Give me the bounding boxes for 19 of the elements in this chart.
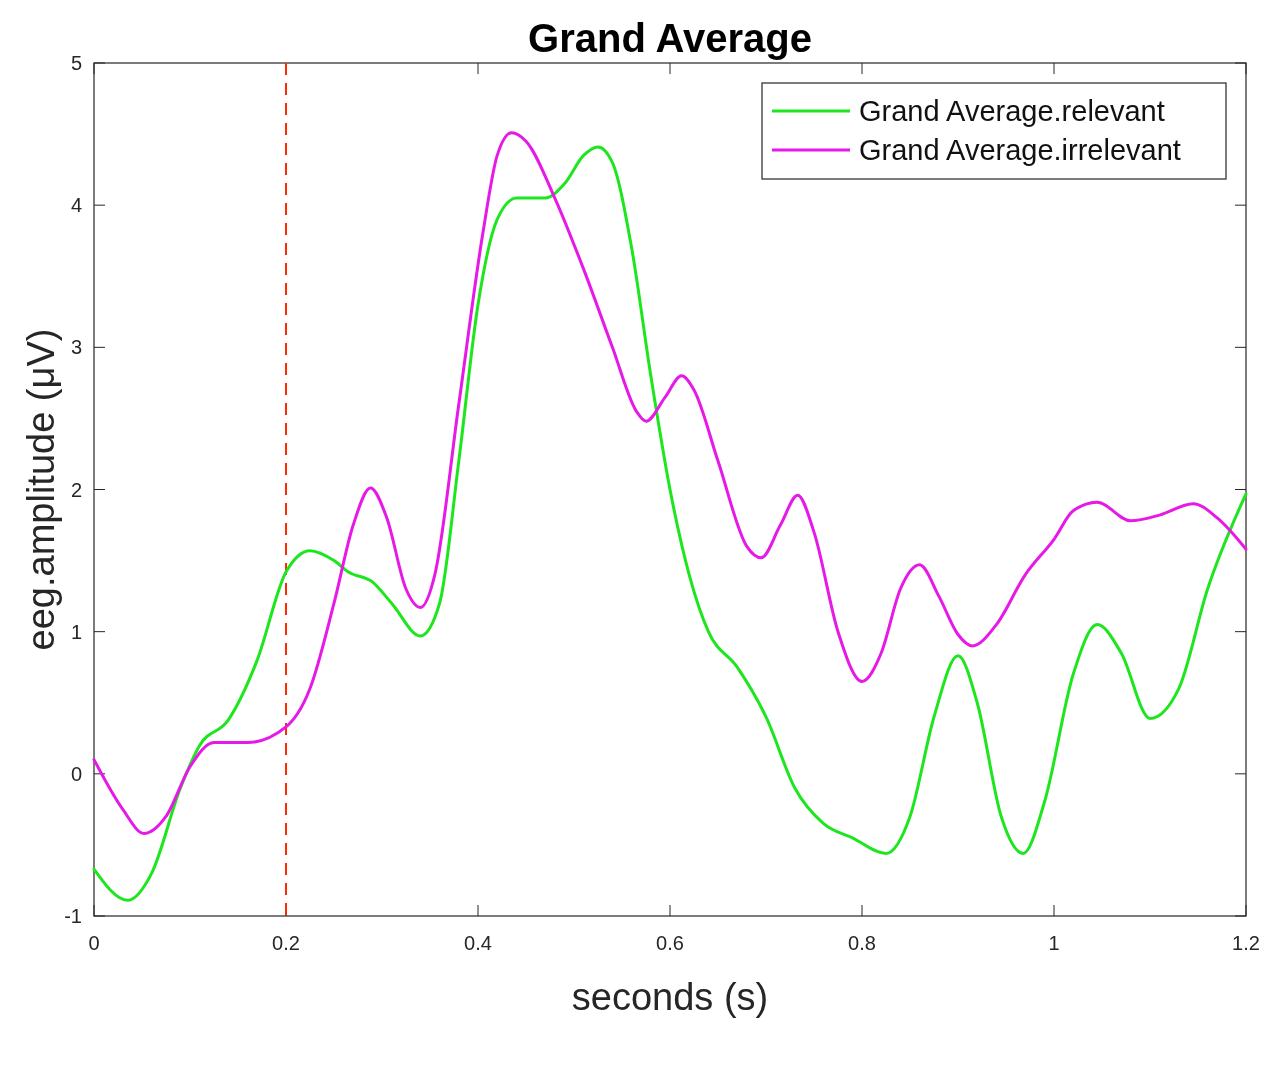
y-tick-label: 2 <box>70 478 82 501</box>
legend-label: Grand Average.irrelevant <box>859 134 1181 166</box>
legend-label: Grand Average.relevant <box>859 95 1165 127</box>
x-tick-label: 0.2 <box>272 932 300 954</box>
y-tick-label: 4 <box>70 194 82 217</box>
y-tick-label: 0 <box>70 762 82 785</box>
x-tick-label: 1 <box>1048 932 1060 954</box>
x-tick-label: 0.6 <box>656 932 684 954</box>
x-tick-label: 1.2 <box>1232 932 1260 954</box>
y-tick-label: 1 <box>70 620 82 643</box>
y-tick-label: -1 <box>64 905 82 927</box>
y-axis-title: eeg.amplitude (μV) <box>20 328 62 651</box>
x-axis-title: seconds (s) <box>571 976 769 1018</box>
x-tick-label: 0.8 <box>848 932 876 954</box>
y-tick-label: 5 <box>70 52 82 74</box>
y-tick-label: 3 <box>70 336 82 359</box>
chart-title: Grand Average <box>528 16 812 60</box>
x-tick-label: 0.4 <box>464 932 492 954</box>
x-tick-label: 0 <box>88 932 100 954</box>
